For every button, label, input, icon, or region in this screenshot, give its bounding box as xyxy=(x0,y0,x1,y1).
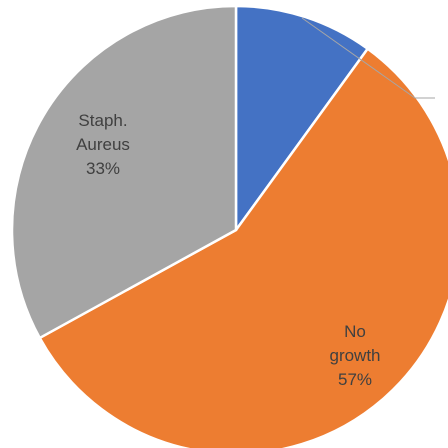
pie-slice xyxy=(234,4,370,234)
pie-slice xyxy=(10,4,238,340)
leader-line xyxy=(301,17,435,99)
value-label: 33% xyxy=(85,159,121,178)
slice-label: No growth 57% xyxy=(320,320,390,392)
category-label: No growth xyxy=(329,322,381,365)
slice-label: Staph. Aureus 33% xyxy=(68,109,138,181)
value-label: 57% xyxy=(337,370,373,389)
category-label: Staph. Aureus xyxy=(76,111,130,154)
pie-slice xyxy=(38,47,448,448)
